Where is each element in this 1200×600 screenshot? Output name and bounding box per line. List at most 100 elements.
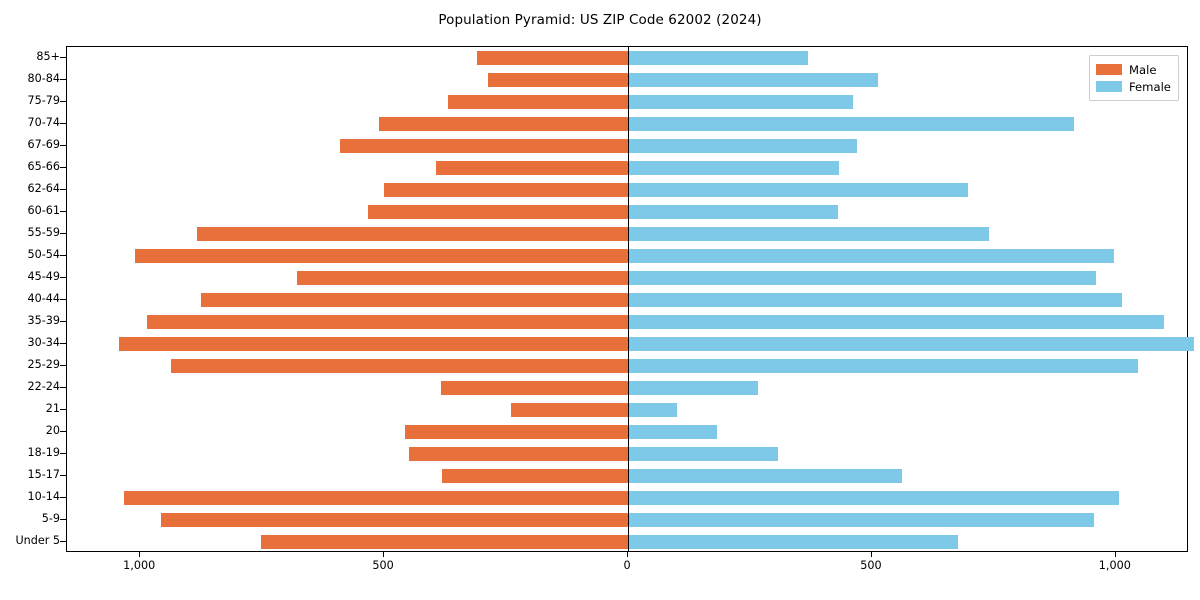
- x-tick-label: 0: [623, 559, 631, 572]
- x-axis-labels: 1,000 500 0 500 1,000: [66, 560, 1188, 580]
- bar-male: [339, 139, 628, 153]
- bar-female: [628, 447, 779, 461]
- legend-entry[interactable]: Female: [1096, 78, 1171, 95]
- bar-row: [67, 95, 1187, 109]
- bar-male: [448, 95, 628, 109]
- y-tick-mark: [60, 541, 66, 542]
- x-tick-label: 500: [372, 559, 394, 572]
- bar-row: [67, 139, 1187, 153]
- bar-male: [124, 491, 628, 505]
- y-tick-mark: [60, 233, 66, 234]
- bar-row: [67, 513, 1187, 527]
- bar-row: [67, 73, 1187, 87]
- bar-row: [67, 161, 1187, 175]
- y-tick-mark: [60, 321, 66, 322]
- bar-female: [628, 117, 1074, 131]
- bar-row: [67, 183, 1187, 197]
- bar-row: [67, 535, 1187, 549]
- bar-male: [297, 271, 628, 285]
- bar-female: [628, 161, 840, 175]
- bar-male: [487, 73, 628, 87]
- y-tick-label: 80-84: [27, 72, 60, 85]
- y-axis-labels: 85+ 80-84 75-79 70-74 67-69 65-66 62-64 60-61 55…: [0, 46, 60, 552]
- bar-row: [67, 293, 1187, 307]
- y-tick-label: 10-14: [27, 490, 60, 503]
- y-tick-label: 65-66: [27, 160, 60, 173]
- y-tick-label: 35-39: [27, 314, 60, 327]
- y-tick-mark: [60, 409, 66, 410]
- bar-female: [628, 293, 1123, 307]
- bar-female: [628, 425, 717, 439]
- bars-layer: [67, 47, 1195, 551]
- legend-label: Male: [1129, 62, 1157, 77]
- plot-area: [66, 46, 1195, 552]
- legend-label: Female: [1129, 79, 1171, 94]
- bar-row: [67, 469, 1187, 483]
- y-tick-mark: [60, 365, 66, 366]
- y-tick-label: 50-54: [27, 248, 60, 261]
- bar-female: [628, 73, 879, 87]
- x-axis-ticks: [66, 552, 1188, 558]
- bar-male: [441, 381, 628, 395]
- x-tick-mark: [627, 552, 628, 557]
- bar-female: [628, 51, 809, 65]
- y-axis-ticks: [60, 46, 66, 552]
- bar-female: [628, 491, 1120, 505]
- bar-row: [67, 205, 1187, 219]
- y-tick-label: 25-29: [27, 358, 60, 371]
- y-tick-label: 85+: [36, 50, 60, 63]
- bar-female: [628, 513, 1094, 527]
- bar-row: [67, 249, 1187, 263]
- bar-male: [161, 513, 628, 527]
- y-tick-mark: [60, 57, 66, 58]
- y-tick-mark: [60, 277, 66, 278]
- bar-row: [67, 227, 1187, 241]
- bar-male: [510, 403, 628, 417]
- bar-female: [628, 469, 902, 483]
- y-tick-mark: [60, 431, 66, 432]
- y-tick-label: 15-17: [27, 468, 60, 481]
- y-tick-label: 70-74: [27, 116, 60, 129]
- bar-row: [67, 425, 1187, 439]
- bar-male: [384, 183, 628, 197]
- y-tick-label: 30-34: [27, 336, 60, 349]
- bar-male: [476, 51, 628, 65]
- bar-male: [260, 535, 628, 549]
- x-tick-label: 500: [860, 559, 882, 572]
- y-tick-mark: [60, 255, 66, 256]
- y-tick-label: 5-9: [41, 512, 60, 525]
- bar-female: [628, 139, 858, 153]
- y-tick-mark: [60, 189, 66, 190]
- bar-female: [628, 249, 1114, 263]
- x-tick-mark: [1114, 552, 1116, 557]
- bar-row: [67, 359, 1187, 373]
- bar-male: [409, 447, 628, 461]
- x-tick-label: 1,000: [1098, 559, 1131, 572]
- bar-female: [628, 403, 677, 417]
- y-tick-mark: [60, 299, 66, 300]
- bar-male: [200, 293, 628, 307]
- y-tick-mark: [60, 101, 66, 102]
- bar-male: [378, 117, 628, 131]
- y-tick-mark: [60, 123, 66, 124]
- y-tick-label: 40-44: [27, 292, 60, 305]
- bar-male: [405, 425, 628, 439]
- bar-male: [442, 469, 628, 483]
- y-tick-label: 62-64: [27, 182, 60, 195]
- bar-row: [67, 337, 1195, 351]
- y-tick-label: 21: [45, 402, 60, 415]
- bar-row: [67, 447, 1187, 461]
- bar-row: [67, 271, 1187, 285]
- bar-male: [367, 205, 628, 219]
- bar-female: [628, 535, 958, 549]
- bar-female: [628, 381, 758, 395]
- y-tick-mark: [60, 453, 66, 454]
- y-tick-mark: [60, 497, 66, 498]
- legend-entry[interactable]: Male: [1096, 61, 1171, 78]
- bar-row: [67, 315, 1187, 329]
- bar-female: [628, 337, 1195, 351]
- bar-male: [134, 249, 628, 263]
- bar-female: [628, 227, 989, 241]
- y-tick-mark: [60, 475, 66, 476]
- bar-male: [196, 227, 628, 241]
